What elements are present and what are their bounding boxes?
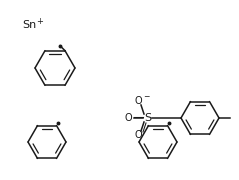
Text: O: O (134, 96, 142, 106)
Text: −: − (143, 93, 149, 102)
Text: O: O (134, 130, 142, 140)
Text: O: O (124, 113, 132, 123)
Text: S: S (144, 113, 152, 123)
Text: Sn: Sn (22, 20, 36, 30)
Text: +: + (36, 17, 43, 26)
